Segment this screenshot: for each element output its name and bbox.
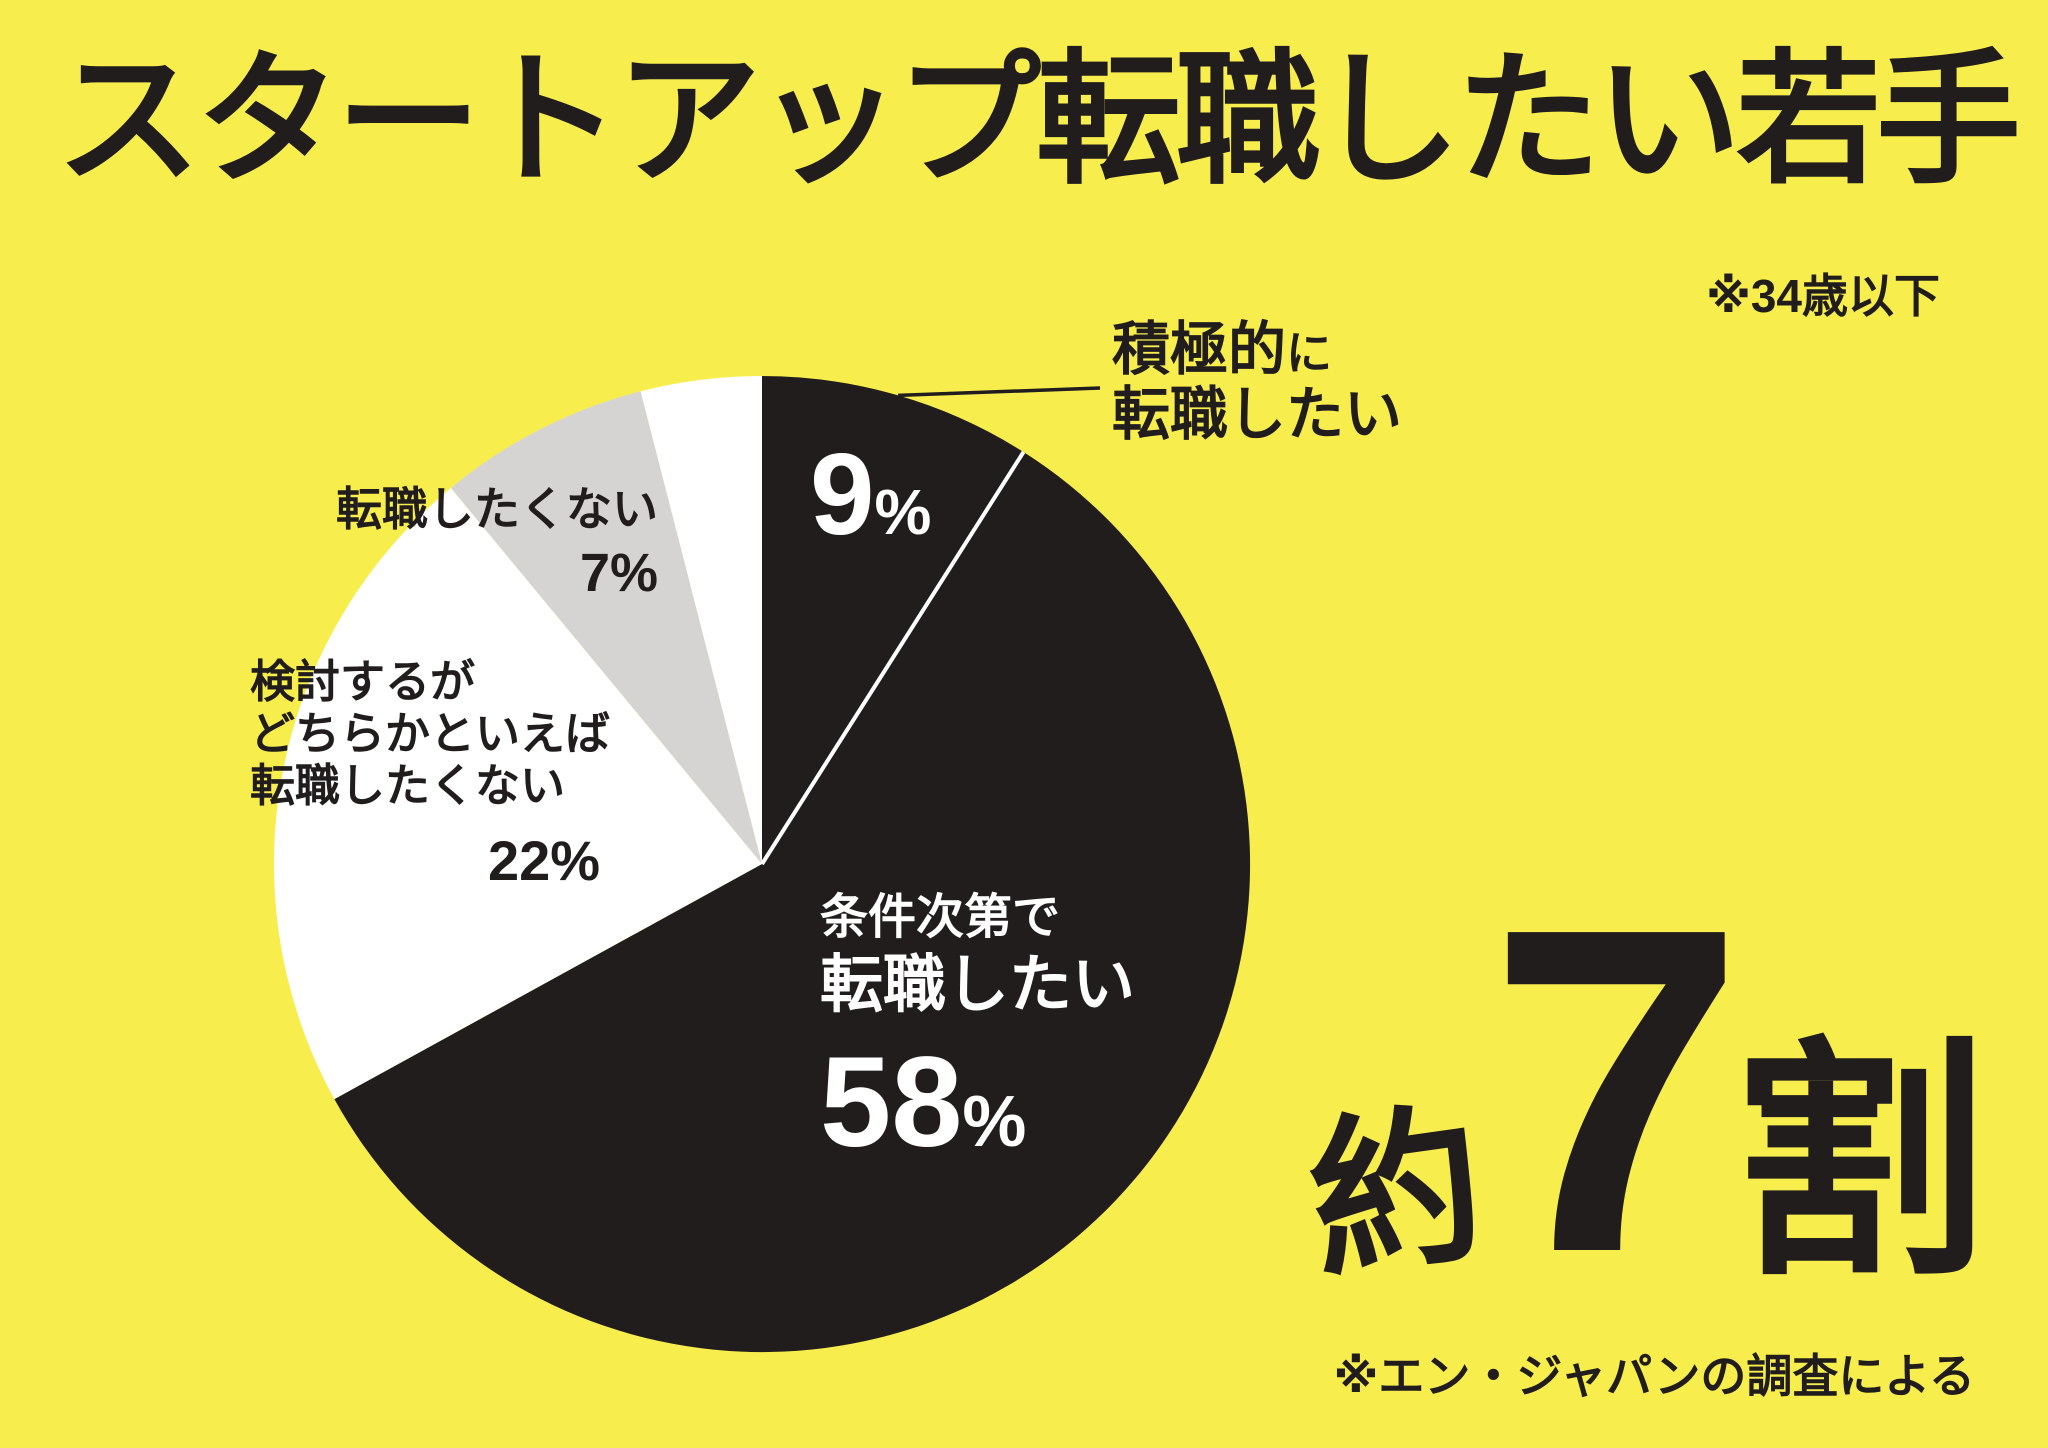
pie-slice-0 (762, 376, 1024, 864)
label-negative-value: 7% (579, 543, 658, 603)
source-note: ※エン・ジャパンの調査による (1333, 1350, 1975, 1402)
label-conditional-line2: 転職したい (820, 950, 1135, 1020)
pie-slice-1 (334, 452, 1251, 1353)
pie-slice-2 (274, 488, 762, 1100)
value-conditional-number: 58 (820, 1031, 963, 1174)
label-consider-line3: 転職したくない (250, 760, 566, 812)
pie-slice-3 (450, 391, 762, 864)
page-title: スタートアップ転職したい若手 (56, 39, 2021, 201)
label-negative-text: 転職したくない (336, 483, 658, 535)
label-conditional-line1: 条件次第で (820, 891, 1061, 944)
value-conditional-percent: % (962, 1082, 1027, 1162)
highlight-number: 7 (1488, 832, 1745, 1349)
label-active-line2: 転職したい (1112, 381, 1403, 447)
label-active-line1-small: に (1286, 327, 1333, 379)
label-conditional-segment: 条件次第で 転職したい 58% (820, 894, 1135, 1167)
label-active-segment: 積極的に 転職したい (1112, 317, 1403, 448)
slice-divider-line (760, 450, 1026, 866)
value-active-segment: 9% (810, 436, 931, 552)
value-active-number: 9 (810, 429, 875, 559)
label-active-line1-main: 積極的 (1112, 317, 1287, 382)
label-active-line1: 積極的に (1112, 317, 1402, 383)
label-consider-line1: 検討するが (250, 656, 476, 707)
age-note: ※34歳以下 (1706, 270, 1940, 322)
label-negative-segment: 転職したくない 7% (336, 486, 658, 600)
highlight-prefix: 約 (1297, 1087, 1495, 1302)
label-consider-line2: どちらかといえば (250, 708, 611, 760)
leader-line (898, 386, 1101, 398)
highlight-suffix: 割 (1734, 1023, 1987, 1305)
highlight-about-70-percent: 約 7 割 (1298, 832, 1987, 1349)
pie-slice-4 (640, 375, 762, 864)
label-consider-segment: 検討するが どちらかといえば 転職したくない (250, 656, 610, 813)
value-conditional: 58% (820, 1039, 1135, 1167)
value-active-percent: % (874, 476, 932, 548)
label-consider-value: 22% (488, 829, 601, 892)
